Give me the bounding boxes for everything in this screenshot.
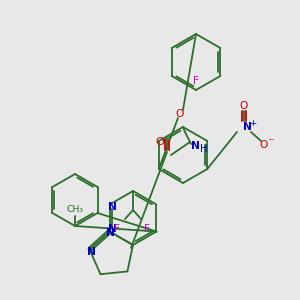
Text: O: O	[240, 101, 248, 111]
Text: N: N	[190, 141, 200, 151]
Text: O: O	[156, 137, 164, 147]
Text: CH₃: CH₃	[67, 206, 83, 214]
Text: +: +	[249, 118, 256, 127]
Text: F: F	[144, 224, 150, 234]
Text: H: H	[200, 144, 208, 154]
Text: N: N	[108, 202, 117, 212]
Text: N: N	[243, 122, 251, 132]
Text: O: O	[260, 140, 268, 150]
Text: N: N	[87, 247, 96, 256]
Text: F: F	[193, 76, 199, 86]
Text: N: N	[108, 224, 117, 235]
Text: N: N	[106, 229, 115, 238]
Text: O: O	[176, 109, 184, 119]
Text: ⁻: ⁻	[268, 136, 274, 149]
Text: F: F	[114, 224, 120, 234]
